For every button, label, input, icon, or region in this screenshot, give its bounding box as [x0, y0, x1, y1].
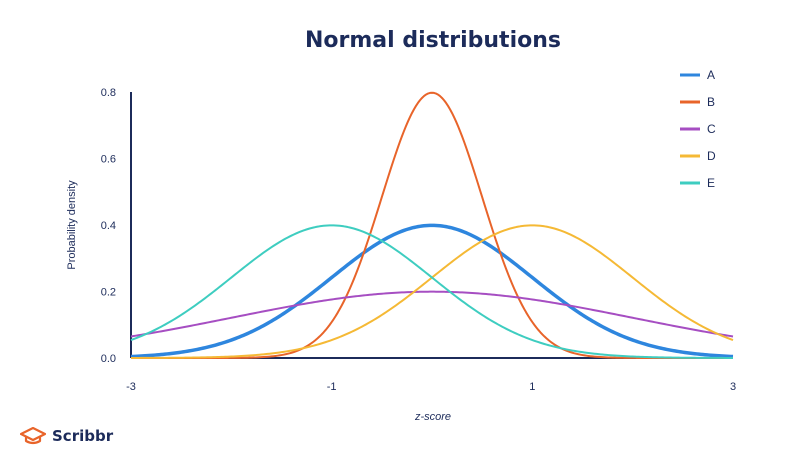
scribbr-logo: Scribbr — [20, 427, 113, 445]
legend-label-c: C — [707, 122, 716, 136]
x-tick-label: 3 — [730, 381, 736, 393]
logo-text: Scribbr — [52, 427, 114, 445]
graduation-cap-icon — [20, 427, 46, 445]
y-tick-label: 0.2 — [101, 287, 116, 299]
y-tick-label: 0.4 — [101, 220, 116, 232]
y-axis: 0.0 0.2 0.4 0.6 0.8 — [101, 87, 132, 365]
legend-label-b: B — [707, 95, 715, 109]
legend-label-a: A — [707, 68, 715, 82]
x-tick-label: -1 — [327, 381, 337, 393]
chart-title: Normal distributions — [305, 28, 561, 53]
y-tick-label: 0.0 — [101, 353, 116, 365]
legend-label-e: E — [707, 176, 715, 190]
series-line-e — [130, 224, 734, 359]
legend-label-d: D — [707, 149, 716, 163]
series-line-c — [130, 290, 734, 338]
y-tick-label: 0.6 — [101, 154, 116, 166]
x-axis: -3 -1 1 3 — [126, 357, 736, 393]
x-tick-label: -3 — [126, 381, 136, 393]
series-lines — [130, 91, 734, 359]
y-tick-label: 0.8 — [101, 87, 116, 99]
series-line-a — [130, 223, 734, 359]
y-axis-label: Probability density — [66, 180, 78, 270]
x-axis-label: z-score — [414, 411, 451, 423]
x-tick-label: 1 — [529, 381, 535, 393]
series-line-b — [131, 91, 733, 359]
